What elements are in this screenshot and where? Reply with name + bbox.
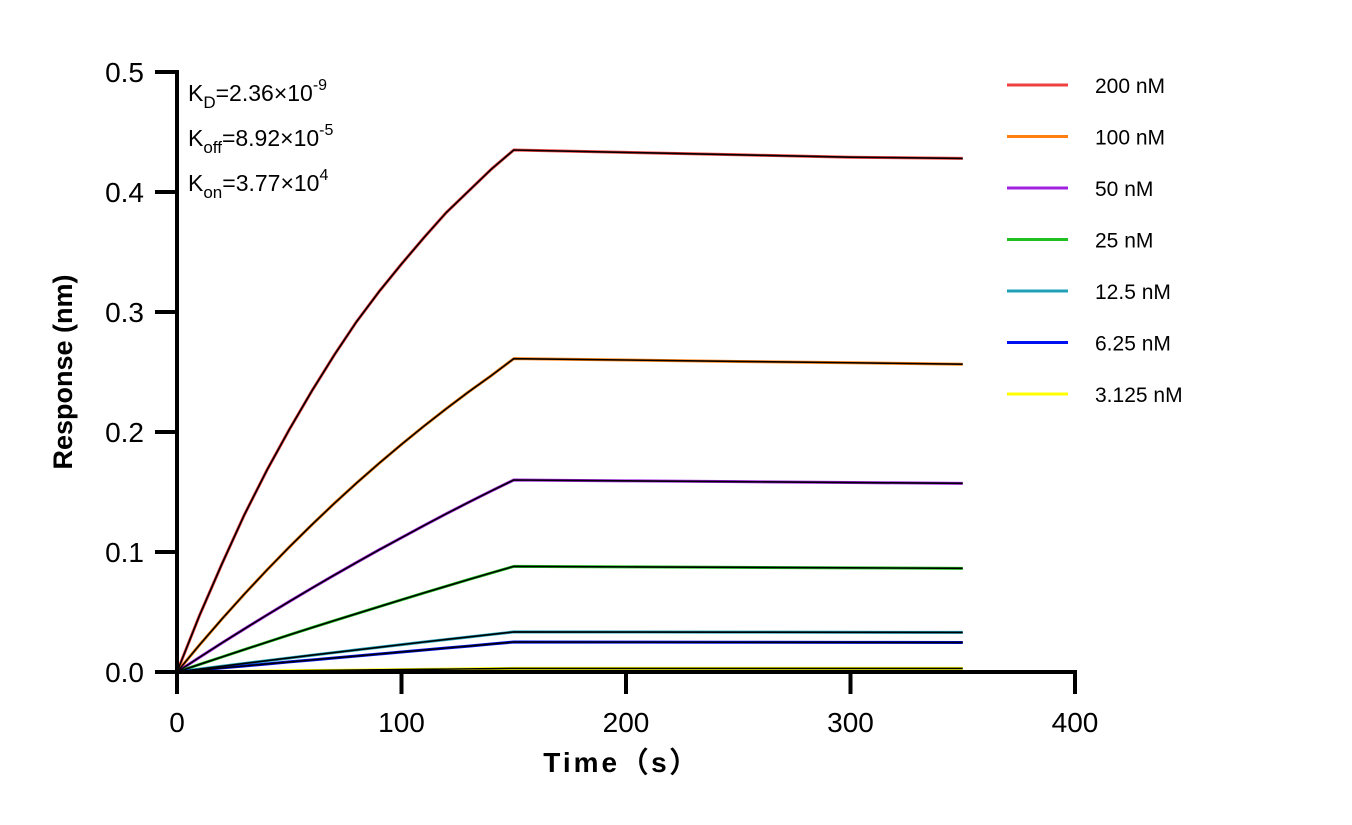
annotation-on: Kon=3.77×104 [188, 167, 328, 202]
legend-label: 200 nM [1095, 75, 1165, 98]
series-layer [175, 148, 963, 674]
fit-line-25nM [176, 565, 963, 673]
fit-line-100nM [176, 357, 963, 673]
x-tick-label: 400 [1052, 707, 1099, 738]
y-axis-label: Response (nm) [48, 274, 78, 469]
legend-label: 100 nM [1095, 127, 1165, 150]
y-tick-label: 0.1 [105, 537, 144, 568]
legend: 200 nM 100 nM 50 nM 25 nM 12.5 nM 6.25 nM 3.12… [1007, 75, 1183, 407]
series-line-12.5nM [176, 630, 963, 674]
legend-label: 6.25 nM [1095, 333, 1171, 356]
y-tick-label: 0.2 [105, 417, 144, 448]
fit-line-50nM [176, 479, 963, 673]
legend-label: 50 nM [1095, 178, 1153, 201]
series-line-100nM [175, 357, 963, 673]
fit-line-200nM [176, 149, 963, 673]
annotation-D: KD=2.36×10-9 [188, 77, 327, 112]
y-tick-label: 0.4 [105, 177, 144, 208]
kinetic-constants: KD=2.36×10-9 Koff=8.92×10-5 Kon=3.77×104 [188, 77, 333, 202]
x-axis-label: Time（s） [543, 746, 700, 778]
x-tick-label: 0 [169, 707, 185, 738]
legend-label: 12.5 nM [1095, 281, 1171, 304]
x-tick-label: 100 [378, 707, 425, 738]
x-tick-label: 200 [603, 707, 650, 738]
fit-layer [176, 149, 963, 673]
legend-label: 25 nM [1095, 230, 1153, 253]
legend-label: 3.125 nM [1095, 384, 1183, 407]
fit-line-12.5nM [176, 631, 963, 673]
y-tick-label: 0.3 [105, 297, 144, 328]
fit-line-6.25nM [176, 641, 963, 673]
y-tick-label: 0.5 [105, 57, 144, 88]
y-tick-label: 0.0 [105, 657, 144, 688]
axes: 0 100 200 300 400 0.0 0.1 0.2 0.3 0.4 0.5 [105, 57, 1098, 738]
series-line-200nM [175, 148, 963, 673]
annotation-off: Koff=8.92×10-5 [188, 122, 333, 157]
x-tick-label: 300 [827, 707, 874, 738]
